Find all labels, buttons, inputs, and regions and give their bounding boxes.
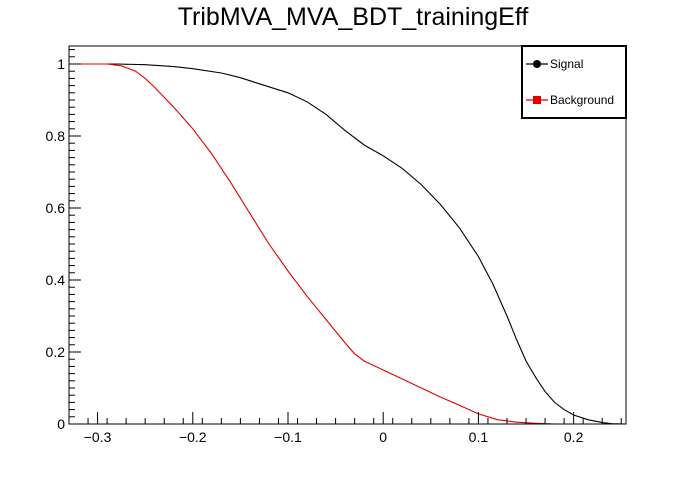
x-tick-label: −0.3 (84, 429, 112, 445)
y-tick-label: 1 (57, 56, 65, 72)
x-tick-label: 0.1 (469, 429, 489, 445)
plot-frame (68, 45, 627, 425)
y-tick-label: 0.6 (46, 200, 66, 216)
legend-marker-square-icon (533, 96, 541, 104)
legend-marker-circle-icon (533, 60, 541, 68)
y-tick-label: 0 (57, 416, 65, 432)
series-line-signal (69, 63, 627, 425)
legend-label-signal: Signal (550, 57, 583, 71)
legend-label-background: Background (550, 93, 614, 107)
series-line-background (69, 63, 626, 425)
y-tick-label: 0.2 (46, 344, 66, 360)
x-tick-label: 0 (379, 429, 387, 445)
chart-title: TribMVA_MVA_BDT_trainingEff (178, 3, 529, 31)
x-tick-label: −0.2 (179, 429, 207, 445)
y-tick-label: 0.4 (46, 272, 66, 288)
x-tick-label: −0.1 (274, 429, 302, 445)
x-tick-label: 0.2 (564, 429, 584, 445)
legend-box (521, 45, 627, 119)
y-tick-label: 0.8 (46, 128, 66, 144)
